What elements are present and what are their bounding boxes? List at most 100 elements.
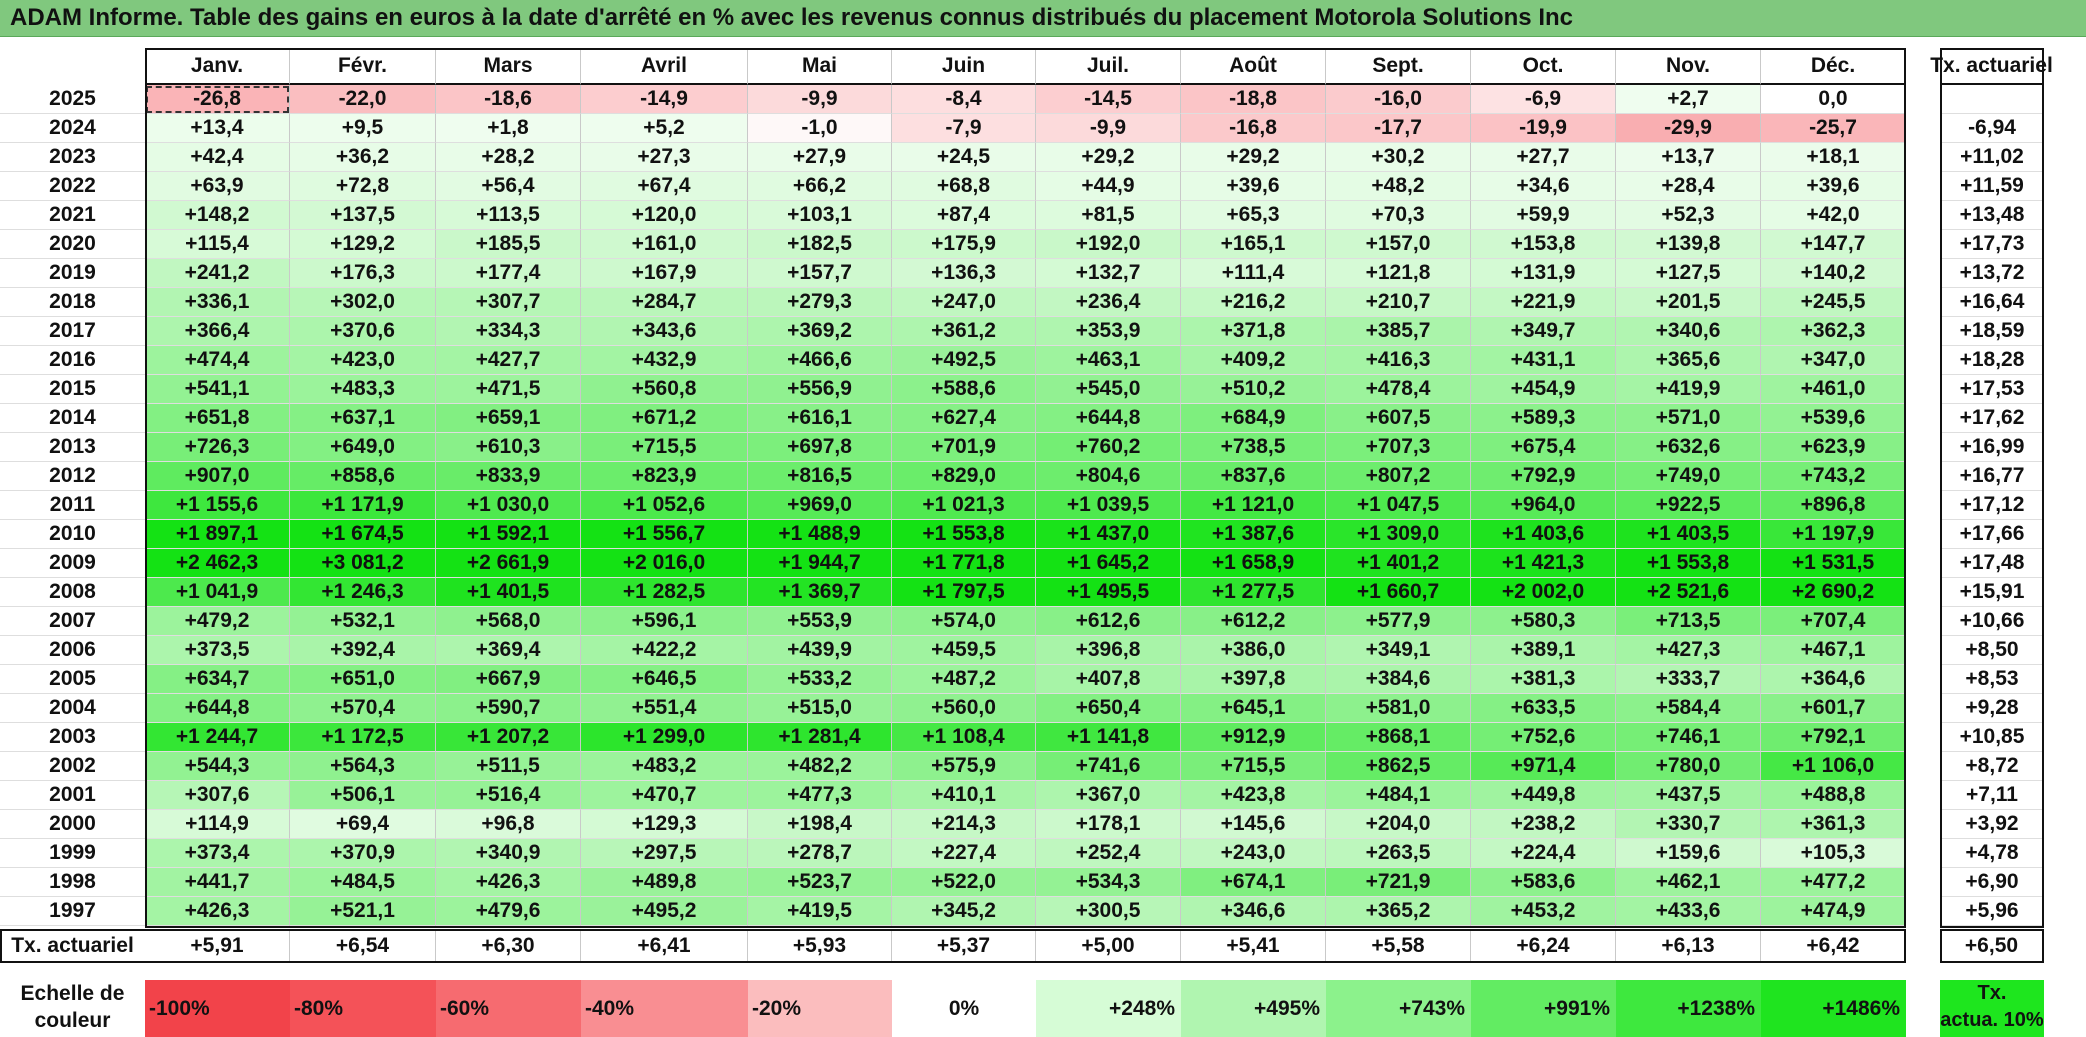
table-cell: +462,1: [1616, 868, 1761, 897]
page-title: ADAM Informe. Table des gains en euros à…: [10, 4, 1573, 31]
table-cell: +645,1: [1181, 694, 1326, 723]
table-cell: +1 030,0: [436, 491, 581, 520]
table-cell: +1 403,6: [1471, 520, 1616, 549]
table-cell: +539,6: [1761, 404, 1906, 433]
table-cell: +279,3: [748, 288, 892, 317]
table-cell: +330,7: [1616, 810, 1761, 839]
table-cell: +426,3: [145, 897, 290, 926]
table-cell: +63,9: [145, 172, 290, 201]
year-label: 2016: [0, 346, 145, 375]
table-cell: +495,2: [581, 897, 748, 926]
table-cell: -17,7: [1326, 114, 1471, 143]
table-cell: +532,1: [290, 607, 436, 636]
footer-cell: +5,93: [748, 929, 892, 963]
table-cell: +667,9: [436, 665, 581, 694]
table-cell: +423,8: [1181, 781, 1326, 810]
table-cell: +340,6: [1616, 317, 1761, 346]
year-label: 2009: [0, 549, 145, 578]
table-cell: +177,4: [436, 259, 581, 288]
table-cell: +741,6: [1036, 752, 1181, 781]
table-cell: +336,1: [145, 288, 290, 317]
year-label: 2021: [0, 201, 145, 230]
table-cell: +596,1: [581, 607, 748, 636]
table-cell: +263,5: [1326, 839, 1471, 868]
table-cell: -25,7: [1761, 114, 1906, 143]
rate-cell: +16,64: [1940, 288, 2044, 317]
table-cell: +1 108,4: [892, 723, 1036, 752]
legend-swatch: -20%: [748, 980, 892, 1037]
month-header: Mars: [436, 48, 581, 85]
year-label: 1998: [0, 868, 145, 897]
table-cell: +416,3: [1326, 346, 1471, 375]
year-label: 1999: [0, 839, 145, 868]
table-cell: +307,7: [436, 288, 581, 317]
table-cell: -14,5: [1036, 85, 1181, 114]
table-cell: +590,7: [436, 694, 581, 723]
table-cell: +1 797,5: [892, 578, 1036, 607]
year-label: 2019: [0, 259, 145, 288]
table-cell: +632,6: [1616, 433, 1761, 462]
table-cell: +221,9: [1471, 288, 1616, 317]
table-cell: +161,0: [581, 230, 748, 259]
table-cell: +18,1: [1761, 143, 1906, 172]
table-cell: +245,5: [1761, 288, 1906, 317]
table-cell: +115,4: [145, 230, 290, 259]
table-cell: +484,5: [290, 868, 436, 897]
table-cell: +571,0: [1616, 404, 1761, 433]
table-cell: +489,8: [581, 868, 748, 897]
table-cell: +178,1: [1036, 810, 1181, 839]
table-cell: +964,0: [1471, 491, 1616, 520]
table-cell: +971,4: [1471, 752, 1616, 781]
year-label: 2008: [0, 578, 145, 607]
table-cell: +588,6: [892, 375, 1036, 404]
table-cell: +556,9: [748, 375, 892, 404]
table-cell: +441,7: [145, 868, 290, 897]
table-cell: +297,5: [581, 839, 748, 868]
table-cell: +419,5: [748, 897, 892, 926]
rate-cell: [1940, 85, 2044, 114]
table-cell: +389,1: [1471, 636, 1616, 665]
table-cell: +612,6: [1036, 607, 1181, 636]
table-cell: +422,2: [581, 636, 748, 665]
table-cell: +27,3: [581, 143, 748, 172]
table-cell: +726,3: [145, 433, 290, 462]
footer-cell: +6,24: [1471, 929, 1616, 963]
table-cell: +334,3: [436, 317, 581, 346]
month-header: Oct.: [1471, 48, 1616, 85]
table-cell: +224,4: [1471, 839, 1616, 868]
table-cell: +278,7: [748, 839, 892, 868]
table-cell: +384,6: [1326, 665, 1471, 694]
table-cell: +1 207,2: [436, 723, 581, 752]
table-cell: +66,2: [748, 172, 892, 201]
table-cell: +2 690,2: [1761, 578, 1906, 607]
table-cell: +482,2: [748, 752, 892, 781]
legend-swatch: -40%: [581, 980, 748, 1037]
rate-cell: +10,66: [1940, 607, 2044, 636]
table-cell: +1 488,9: [748, 520, 892, 549]
legend-swatch: -100%: [145, 980, 290, 1037]
table-cell: +9,5: [290, 114, 436, 143]
year-label: 2023: [0, 143, 145, 172]
table-cell: +675,4: [1471, 433, 1616, 462]
table-cell: +738,5: [1181, 433, 1326, 462]
table-cell: +2 462,3: [145, 549, 290, 578]
table-cell: +760,2: [1036, 433, 1181, 462]
table-cell: +1 556,7: [581, 520, 748, 549]
table-cell: +715,5: [1181, 752, 1326, 781]
table-cell: +2 016,0: [581, 549, 748, 578]
table-cell: +56,4: [436, 172, 581, 201]
rate-cell: +17,53: [1940, 375, 2044, 404]
table-cell: +644,8: [145, 694, 290, 723]
table-cell: +198,4: [748, 810, 892, 839]
table-cell: +121,8: [1326, 259, 1471, 288]
table-cell: +868,1: [1326, 723, 1471, 752]
year-label: 2018: [0, 288, 145, 317]
rate-cell: +5,96: [1940, 897, 2044, 926]
table-cell: +1 658,9: [1181, 549, 1326, 578]
rate-cell: +18,28: [1940, 346, 2044, 375]
year-label: 2007: [0, 607, 145, 636]
table-cell: +426,3: [436, 868, 581, 897]
table-cell: +650,4: [1036, 694, 1181, 723]
rate-cell: +16,77: [1940, 462, 2044, 491]
